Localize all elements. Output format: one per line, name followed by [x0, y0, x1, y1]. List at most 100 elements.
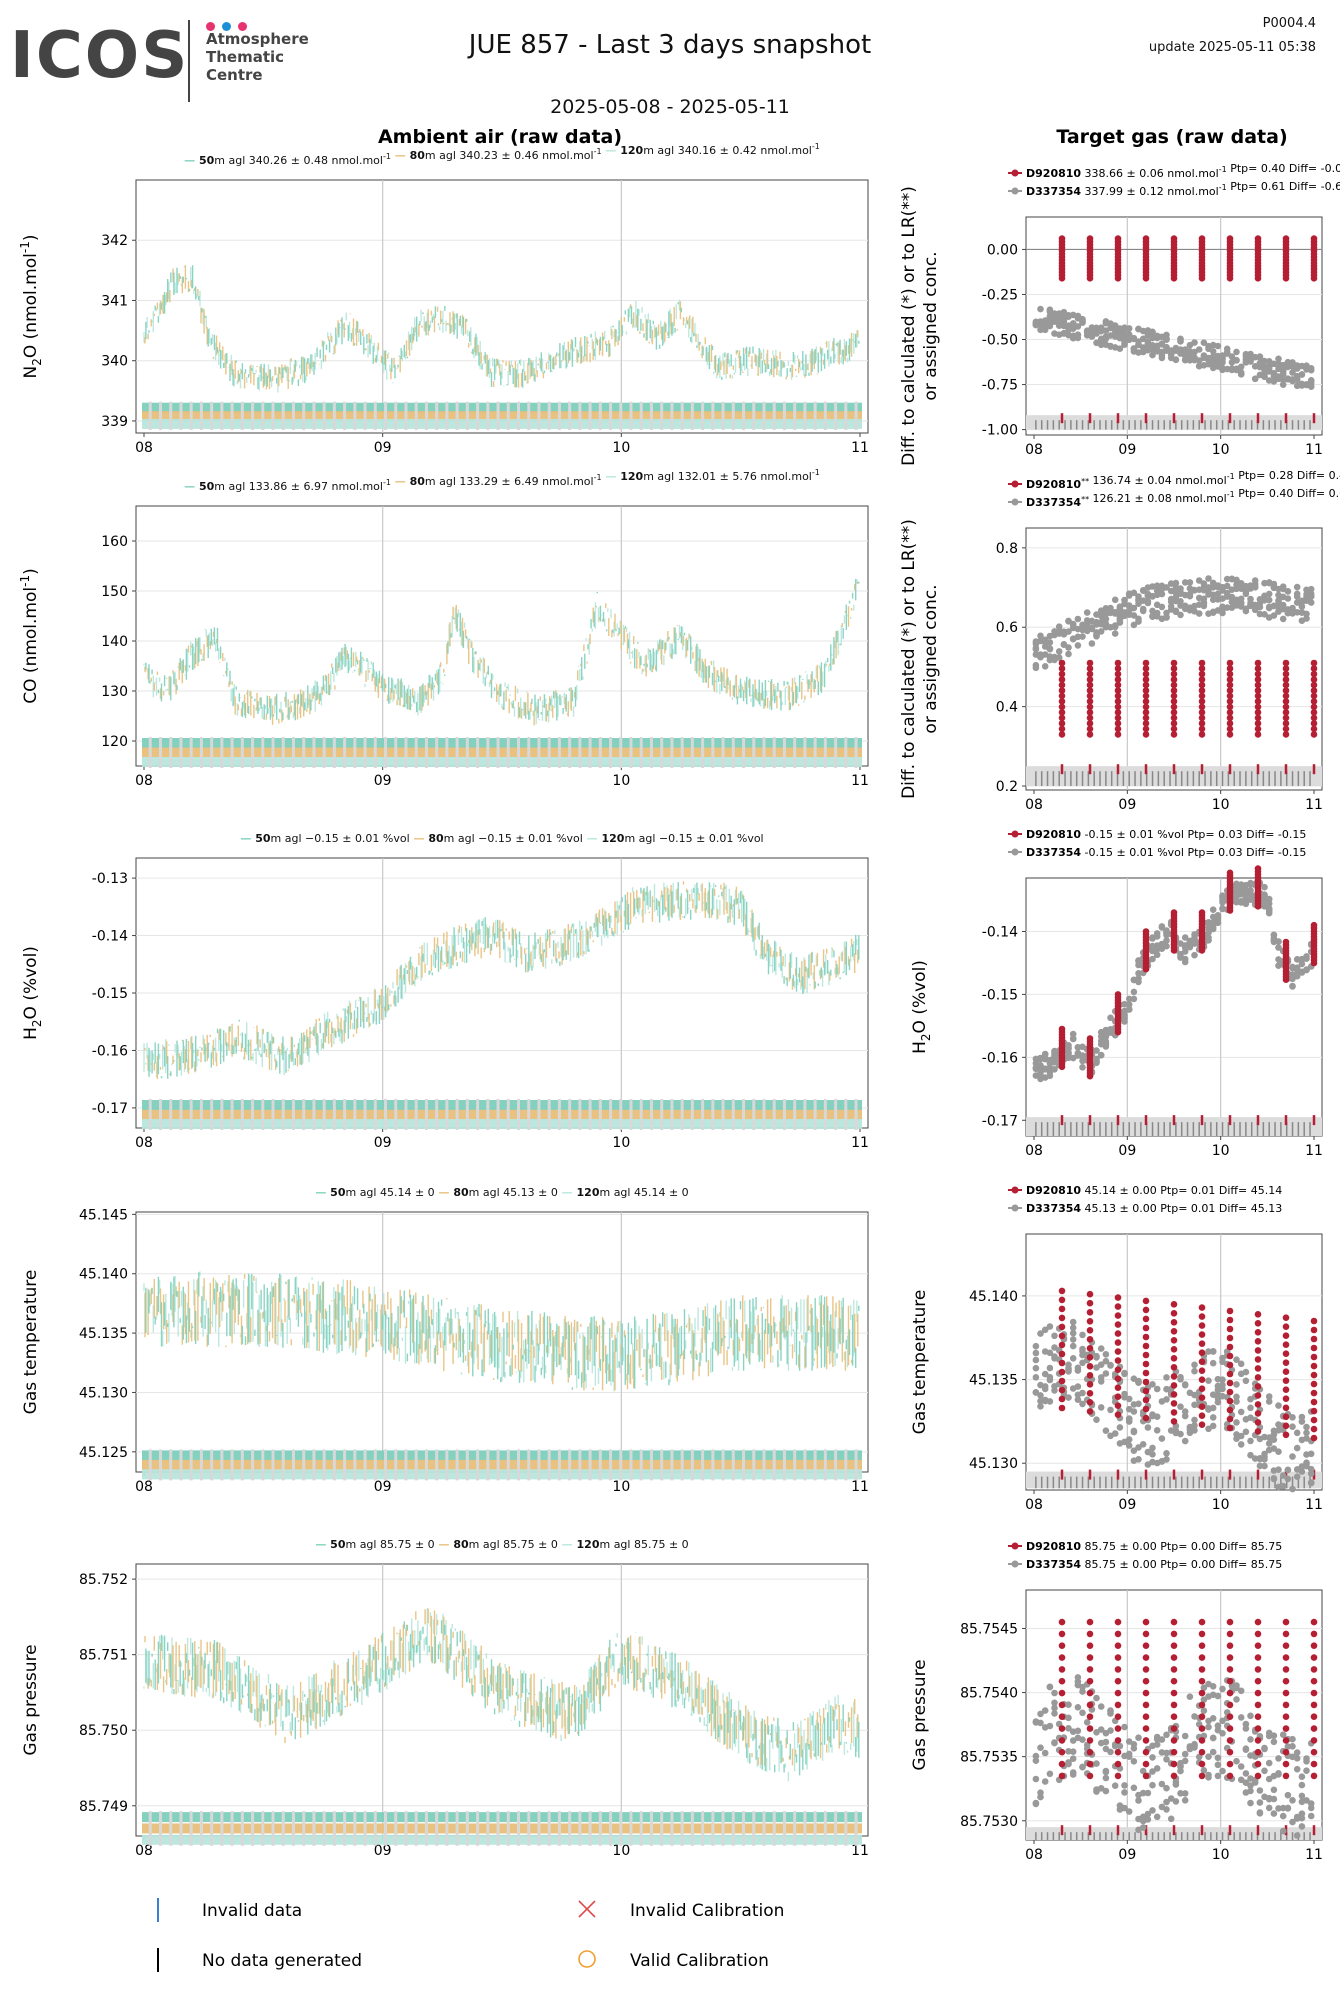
valid-calibration-label: Valid Calibration — [630, 1951, 769, 1971]
target-point-d920810 — [1254, 1630, 1262, 1638]
valid-calibration-icon — [578, 1950, 596, 1968]
status-gap — [639, 737, 643, 768]
status-gap — [343, 1099, 347, 1130]
target-point-d337354 — [1144, 599, 1152, 607]
target-legend-entry: D337354** 126.21 ± 0.08 nmol.mol-1 Ptp= … — [1026, 487, 1340, 509]
status-gap — [353, 1099, 357, 1130]
status-gap — [159, 401, 163, 430]
x-tick-label: 09 — [374, 1843, 392, 1859]
target-point-d337354 — [1242, 1770, 1250, 1777]
target-point-d920810 — [1142, 1414, 1150, 1422]
target-point-d337354 — [1102, 1774, 1110, 1782]
target-point-d337354 — [1102, 1787, 1110, 1795]
target-point-d337354 — [1135, 1734, 1142, 1741]
target-point-d920810 — [1142, 703, 1150, 711]
target-point-d337354 — [1242, 1368, 1250, 1376]
target-point-d337354 — [1270, 1810, 1278, 1817]
target-point-d337354 — [1233, 1419, 1240, 1426]
target-point-d920810 — [1310, 725, 1318, 733]
status-bar — [142, 1450, 862, 1461]
target-point-d337354 — [1135, 618, 1142, 625]
target-point-d920810 — [1170, 1328, 1178, 1335]
target-point-d337354 — [1307, 1812, 1315, 1820]
series-trace — [144, 1274, 859, 1391]
target-point-d337354 — [1046, 639, 1054, 646]
target-point-d337354 — [1125, 1005, 1133, 1013]
target-point-d920810 — [1170, 1418, 1178, 1425]
status-gap — [527, 1449, 531, 1481]
target-point-d337354 — [1032, 664, 1040, 672]
x-tick-label: 10 — [1212, 1847, 1230, 1863]
target-point-d920810 — [1310, 709, 1318, 716]
status-gap — [230, 1099, 234, 1130]
target-point-d920810 — [1170, 1400, 1178, 1407]
status-gap — [455, 1449, 459, 1481]
target-point-d920810 — [1254, 1428, 1262, 1435]
target-point-d920810 — [1198, 659, 1206, 667]
status-gap — [455, 1811, 459, 1846]
status-gap — [588, 401, 592, 430]
target-point-d337354 — [1065, 1760, 1072, 1768]
status-gap — [844, 1099, 848, 1130]
target-point-d920810 — [1198, 1403, 1206, 1410]
target-point-d920810 — [1058, 1642, 1066, 1649]
status-gap — [690, 737, 694, 768]
target-point-d337354 — [1163, 609, 1170, 617]
status-gap — [486, 1811, 490, 1846]
y-tick-label: 85.749 — [79, 1799, 128, 1815]
target-point-d920810 — [1310, 1689, 1318, 1697]
target-point-d920810 — [1226, 1642, 1234, 1649]
target-point-d920810 — [1226, 676, 1234, 683]
target-point-d920810 — [1254, 676, 1262, 683]
target-point-d337354 — [1177, 598, 1184, 605]
y-tick-label: 45.125 — [79, 1445, 128, 1461]
target-point-d920810 — [1170, 1689, 1178, 1697]
status-gap — [813, 737, 817, 768]
status-gap — [302, 401, 306, 430]
status-gap — [598, 1449, 602, 1481]
status-gap — [609, 1099, 613, 1130]
status-gap — [527, 1099, 531, 1130]
target-point-d920810 — [1282, 692, 1290, 700]
ambient-panel-gas-pressure: 85.749 85.750 85.751 85.752 08 09 10 11 Gas pres… — [21, 1538, 869, 1859]
status-gap — [629, 737, 633, 768]
target-point-d920810 — [1114, 1772, 1122, 1780]
target-point-d920810 — [1226, 1325, 1234, 1333]
target-point-d337354 — [1237, 1432, 1245, 1440]
target-point-d337354 — [1088, 624, 1096, 632]
status-gap — [210, 1449, 214, 1481]
x-tick-label: 10 — [612, 1479, 630, 1495]
status-gap — [568, 1449, 572, 1481]
x-tick-label: 11 — [1305, 1847, 1323, 1863]
target-point-d337354 — [1069, 1318, 1077, 1326]
target-point-d337354 — [1079, 1052, 1086, 1059]
target-point-d337354 — [1139, 1789, 1147, 1797]
target-point-d920810 — [1254, 1347, 1262, 1354]
target-point-d920810 — [1086, 1701, 1094, 1709]
status-gap — [854, 1811, 858, 1846]
status-gap — [148, 401, 152, 430]
x-tick-label: 10 — [1212, 442, 1230, 458]
status-gap — [435, 1811, 439, 1846]
target-point-d920810 — [1086, 1772, 1094, 1780]
target-point-d920810 — [1226, 731, 1234, 738]
target-point-d920810 — [1282, 1760, 1290, 1768]
target-point-d337354 — [1037, 1719, 1044, 1727]
target-point-d337354 — [1074, 1396, 1082, 1403]
status-gap — [670, 1811, 674, 1846]
target-point-d920810 — [1198, 703, 1206, 711]
status-gap — [394, 1811, 398, 1846]
target-point-d337354 — [1200, 1767, 1208, 1774]
y-tick-label: 0.00 — [987, 242, 1018, 258]
target-point-d920810 — [1310, 692, 1318, 700]
series-trace — [145, 1272, 860, 1390]
target-point-d920810 — [1226, 687, 1234, 694]
status-gap — [752, 1449, 756, 1481]
status-gap — [701, 1811, 705, 1846]
target-point-d920810 — [1086, 698, 1094, 705]
target-point-d337354 — [1200, 600, 1208, 607]
target-point-d920810 — [1254, 1701, 1262, 1709]
target-point-d337354 — [1125, 995, 1133, 1003]
target-point-d337354 — [1307, 593, 1315, 600]
target-point-d337354 — [1200, 1707, 1208, 1714]
